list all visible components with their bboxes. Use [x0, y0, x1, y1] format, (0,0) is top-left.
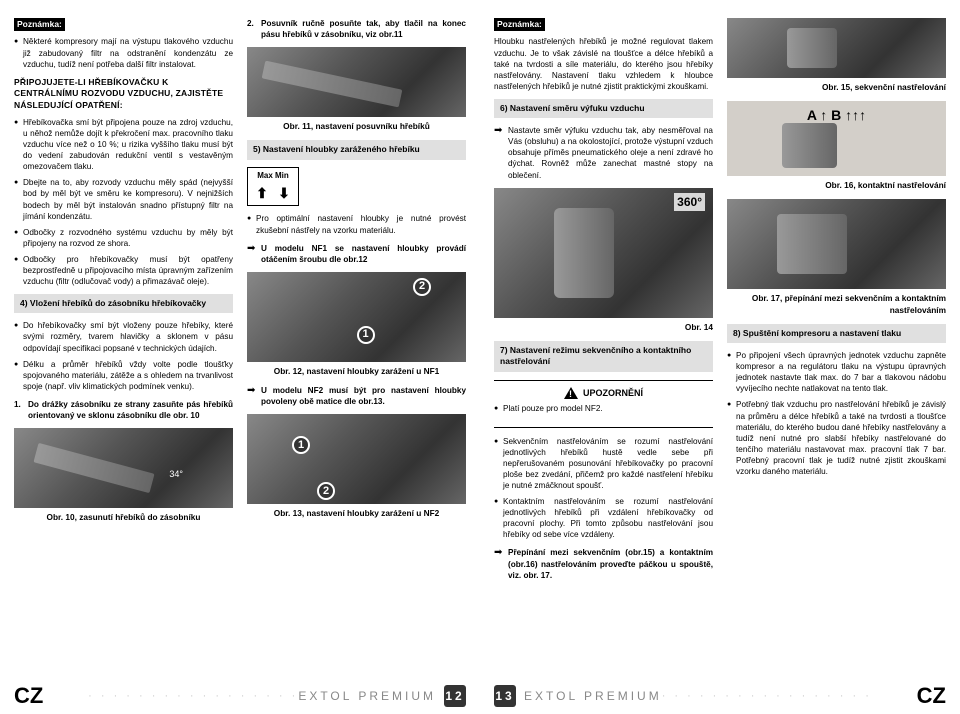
figure-11 — [247, 47, 466, 117]
optimal-list: Pro optimální nastavení hloubky je nutné… — [247, 213, 466, 235]
page-number: 13 — [494, 685, 516, 707]
figure-10-caption: Obr. 10, zasunutí hřebíků do zásobníku — [14, 512, 233, 523]
figure-15 — [727, 18, 946, 78]
figure-11-caption: Obr. 11, nastavení posuvníku hřebíků — [247, 121, 466, 132]
warning-item: Platí pouze pro model NF2. — [494, 403, 713, 414]
page-right: Poznámka: Hloubku nastřelených hřebíků j… — [480, 0, 960, 714]
note-label: Poznámka: — [14, 18, 65, 31]
section-7-bar: 7) Nastavení režimu sekvenčního a kontak… — [494, 341, 713, 372]
figure-10: 34° — [14, 428, 233, 508]
step-num: 1. — [14, 399, 21, 410]
section-4-bar: 4) Vložení hřebíků do zásobníku hřebíkov… — [14, 294, 233, 313]
bullet-list-2: Do hřebíkovačky smí být vloženy pouze hř… — [14, 320, 233, 391]
col-2: 2. Posuvník ručně posuňte tak, aby tlači… — [247, 18, 466, 666]
lang-code: CZ — [14, 683, 43, 709]
dots-decoration: · · · · · · · · · · · · · · · · · — [88, 690, 298, 702]
arrow-switching: Přepínání mezi sekvenčním (obr.15) a kon… — [494, 547, 713, 580]
warning-list: Platí pouze pro model NF2. — [494, 403, 713, 414]
col-2: Obr. 15, sekvenční nastřelování A ↑ B ↑↑… — [727, 18, 946, 666]
badge-1: 1 — [292, 436, 310, 454]
brand-footer: 13 EXTOL PREMIUM — [494, 685, 662, 707]
badge-1: 1 — [357, 326, 375, 344]
footer-right: 13 EXTOL PREMIUM · · · · · · · · · · · ·… — [480, 678, 960, 714]
warning-title: UPOZORNĚNÍ — [494, 387, 713, 399]
maxmin-diagram: Max Min ⬆⬇ — [247, 167, 299, 207]
bullet-item: Hřebíkovačka smí být připojena pouze na … — [14, 117, 233, 172]
columns-right: Poznámka: Hloubku nastřelených hřebíků j… — [494, 18, 946, 666]
step-2: 2. Posuvník ručně posuňte tak, aby tlači… — [247, 18, 466, 40]
note-paragraph: Hloubku nastřelených hřebíků je možné re… — [494, 36, 713, 91]
label-360: 360° — [674, 193, 705, 211]
section-6-bar: 6) Nastavení směru výfuku vzduchu — [494, 99, 713, 118]
columns-left: Poznámka: Některé kompresory mají na výs… — [14, 18, 466, 666]
bullet-item: Sekvenčním nastřelováním se rozumí nastř… — [494, 436, 713, 491]
section-5-bar: 5) Nastavení hloubky zaráženého hřebíku — [247, 140, 466, 159]
dots-decoration: · · · · · · · · · · · · · · · · · — [662, 690, 872, 702]
figure-17 — [727, 199, 946, 289]
label-ab: A ↑ B ↑↑↑ — [727, 106, 946, 125]
badge-2: 2 — [413, 278, 431, 296]
col-1: Poznámka: Některé kompresory mají na výs… — [14, 18, 233, 666]
bullet-list-1: Hřebíkovačka smí být připojena pouze na … — [14, 117, 233, 287]
note-label: Poznámka: — [494, 18, 545, 31]
bullet-item: Po připojení všech úpravných jednotek vz… — [727, 350, 946, 394]
bullet-item: Odbočky z rozvodného systému vzduchu by … — [14, 227, 233, 249]
section-8-bar: 8) Spuštění kompresoru a nastavení tlaku — [727, 324, 946, 343]
figure-16-caption: Obr. 16, kontaktní nastřelování — [727, 180, 946, 191]
brand-footer: EXTOL PREMIUM 12 — [298, 685, 466, 707]
brand-text: EXTOL PREMIUM — [298, 689, 436, 703]
step-1: 1. Do drážky zásobníku ze strany zasuňte… — [14, 399, 233, 421]
figure-17-caption: Obr. 17, přepínání mezi sekvenčním a kon… — [727, 293, 946, 315]
warning-icon — [564, 387, 578, 399]
badge-2: 2 — [317, 482, 335, 500]
figure-16: A ↑ B ↑↑↑ — [727, 101, 946, 176]
angle-label: 34° — [169, 468, 183, 480]
note-list: Některé kompresory mají na výstupu tlako… — [14, 36, 233, 69]
bullet-item: Délku a průměr hřebíků vždy volte podle … — [14, 359, 233, 392]
footer-left: CZ · · · · · · · · · · · · · · · · · EXT… — [0, 678, 480, 714]
pressure-list: Po připojení všech úpravných jednotek vz… — [727, 350, 946, 477]
step-num: 2. — [247, 18, 254, 29]
lang-code: CZ — [917, 683, 946, 709]
warning-box: UPOZORNĚNÍ Platí pouze pro model NF2. — [494, 380, 713, 428]
note-item: Některé kompresory mají na výstupu tlako… — [14, 36, 233, 69]
figure-14-caption: Obr. 14 — [494, 322, 713, 333]
brand-text: EXTOL PREMIUM — [524, 689, 662, 703]
col-1: Poznámka: Hloubku nastřelených hřebíků j… — [494, 18, 713, 666]
step-text: Do drážky zásobníku ze strany zasuňte pá… — [28, 400, 233, 420]
figure-12-caption: Obr. 12, nastavení hloubky zarážení u NF… — [247, 366, 466, 377]
bullet-item: Dbejte na to, aby rozvody vzduchu měly s… — [14, 177, 233, 221]
page-left: Poznámka: Některé kompresory mají na výs… — [0, 0, 480, 714]
figure-13-caption: Obr. 13, nastavení hloubky zarážení u NF… — [247, 508, 466, 519]
bullet-item: Potřebný tlak vzduchu pro nastřelování h… — [727, 399, 946, 476]
warning-title-text: UPOZORNĚNÍ — [583, 387, 643, 399]
bullet-item: Kontaktním nastřelováním se rozumí nastř… — [494, 496, 713, 540]
bullet-item: Pro optimální nastavení hloubky je nutné… — [247, 213, 466, 235]
figure-14: 360° — [494, 188, 713, 318]
figure-13: 1 2 — [247, 414, 466, 504]
heading-connection: PŘIPOJUJETE-LI HŘEBÍKOVAČKU K CENTRÁLNÍM… — [14, 77, 233, 111]
arrow-nf1: U modelu NF1 se nastavení hloubky provád… — [247, 243, 466, 265]
arrow-airflow: Nastavte směr výfuku vzduchu tak, aby ne… — [494, 125, 713, 180]
maxmin-arrows: ⬆⬇ — [251, 184, 295, 203]
arrow-nf2: U modelu NF2 musí být pro nastavení hlou… — [247, 385, 466, 407]
step-text: Posuvník ručně posuňte tak, aby tlačil n… — [261, 19, 466, 39]
mode-list: Sekvenčním nastřelováním se rozumí nastř… — [494, 436, 713, 541]
bullet-item: Do hřebíkovačky smí být vloženy pouze hř… — [14, 320, 233, 353]
bullet-item: Odbočky pro hřebíkovačky musí být opatře… — [14, 254, 233, 287]
figure-15-caption: Obr. 15, sekvenční nastřelování — [727, 82, 946, 93]
maxmin-label: Max Min — [257, 171, 289, 180]
page-number: 12 — [444, 685, 466, 707]
figure-12: 2 1 — [247, 272, 466, 362]
